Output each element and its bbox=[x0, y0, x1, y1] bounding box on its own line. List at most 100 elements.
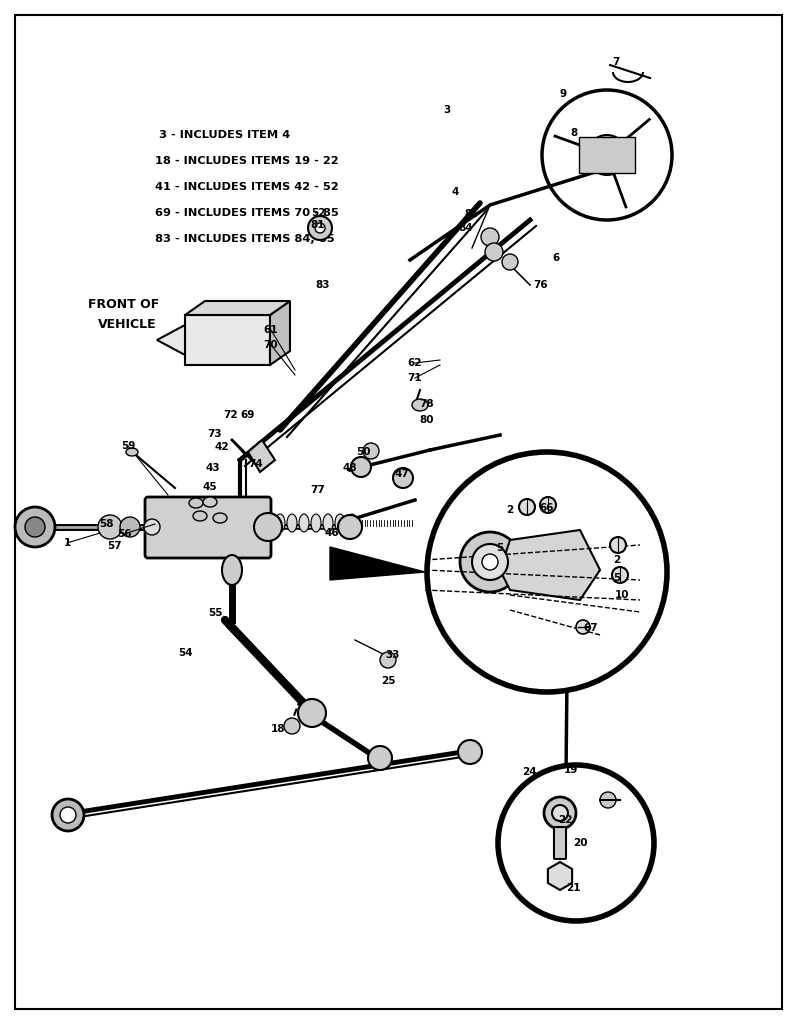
Text: 76: 76 bbox=[534, 280, 548, 290]
Text: 48: 48 bbox=[343, 463, 357, 473]
Circle shape bbox=[460, 532, 520, 592]
Polygon shape bbox=[500, 530, 600, 600]
Polygon shape bbox=[330, 547, 425, 580]
Text: 58: 58 bbox=[99, 519, 113, 529]
Text: 4: 4 bbox=[451, 187, 459, 197]
Text: 41 - INCLUDES ITEMS 42 - 52: 41 - INCLUDES ITEMS 42 - 52 bbox=[155, 182, 339, 193]
Ellipse shape bbox=[263, 514, 273, 532]
Ellipse shape bbox=[203, 497, 217, 507]
Circle shape bbox=[98, 515, 122, 539]
Text: 83: 83 bbox=[316, 280, 330, 290]
Text: 6: 6 bbox=[552, 253, 559, 263]
Text: 5: 5 bbox=[497, 543, 504, 553]
Text: 45: 45 bbox=[202, 482, 218, 492]
Text: 81: 81 bbox=[311, 220, 325, 230]
Text: 78: 78 bbox=[420, 399, 434, 409]
Circle shape bbox=[612, 567, 628, 583]
Text: 20: 20 bbox=[573, 838, 587, 848]
Text: 19: 19 bbox=[563, 765, 578, 775]
Ellipse shape bbox=[222, 555, 242, 585]
Text: 22: 22 bbox=[558, 815, 572, 825]
Text: 83 - INCLUDES ITEMS 84, 85: 83 - INCLUDES ITEMS 84, 85 bbox=[155, 234, 335, 244]
Text: 43: 43 bbox=[206, 463, 220, 473]
Circle shape bbox=[498, 765, 654, 921]
Text: 1: 1 bbox=[64, 538, 71, 548]
Ellipse shape bbox=[189, 498, 203, 508]
Circle shape bbox=[315, 223, 325, 233]
Circle shape bbox=[254, 513, 282, 541]
Text: 33: 33 bbox=[386, 650, 400, 660]
Ellipse shape bbox=[347, 514, 357, 532]
Circle shape bbox=[368, 746, 392, 770]
Circle shape bbox=[519, 499, 535, 515]
Circle shape bbox=[308, 216, 332, 240]
Ellipse shape bbox=[323, 514, 333, 532]
Text: 24: 24 bbox=[522, 767, 536, 777]
Circle shape bbox=[485, 243, 503, 261]
Circle shape bbox=[552, 805, 568, 821]
Text: 18: 18 bbox=[271, 724, 285, 734]
Text: 59: 59 bbox=[121, 441, 135, 451]
Bar bbox=[579, 137, 635, 173]
Text: 3: 3 bbox=[443, 105, 450, 115]
Circle shape bbox=[15, 507, 55, 547]
Circle shape bbox=[587, 135, 627, 175]
Text: 67: 67 bbox=[583, 623, 599, 633]
Text: 80: 80 bbox=[420, 415, 434, 425]
Text: 25: 25 bbox=[381, 676, 395, 686]
Ellipse shape bbox=[335, 514, 345, 532]
Polygon shape bbox=[185, 315, 270, 365]
Text: 10: 10 bbox=[614, 590, 630, 600]
Text: 47: 47 bbox=[395, 469, 410, 479]
Ellipse shape bbox=[311, 514, 321, 532]
Circle shape bbox=[393, 468, 413, 488]
Text: 5: 5 bbox=[614, 573, 621, 583]
Text: 9: 9 bbox=[559, 89, 567, 99]
Text: 55: 55 bbox=[208, 608, 222, 618]
Circle shape bbox=[298, 699, 326, 727]
Circle shape bbox=[472, 544, 508, 580]
Circle shape bbox=[60, 807, 76, 823]
Circle shape bbox=[363, 443, 379, 459]
Text: 73: 73 bbox=[208, 429, 222, 439]
Circle shape bbox=[600, 792, 616, 808]
Circle shape bbox=[427, 452, 667, 692]
Text: 84: 84 bbox=[459, 223, 473, 233]
Text: 85: 85 bbox=[465, 209, 479, 219]
Ellipse shape bbox=[193, 511, 207, 521]
Polygon shape bbox=[248, 440, 275, 472]
Text: 46: 46 bbox=[324, 528, 340, 538]
Polygon shape bbox=[185, 301, 290, 315]
Text: 77: 77 bbox=[311, 485, 325, 495]
Text: 62: 62 bbox=[408, 358, 422, 368]
Circle shape bbox=[144, 519, 160, 535]
Ellipse shape bbox=[275, 514, 285, 532]
Text: 18 - INCLUDES ITEMS 19 - 22: 18 - INCLUDES ITEMS 19 - 22 bbox=[155, 156, 339, 166]
Text: 54: 54 bbox=[179, 648, 194, 658]
Circle shape bbox=[458, 740, 482, 764]
Circle shape bbox=[380, 652, 396, 668]
Text: 7: 7 bbox=[612, 57, 620, 67]
Text: 69: 69 bbox=[241, 410, 255, 420]
FancyBboxPatch shape bbox=[554, 827, 566, 859]
Text: 71: 71 bbox=[408, 373, 422, 383]
Circle shape bbox=[482, 554, 498, 570]
Ellipse shape bbox=[287, 514, 297, 532]
Circle shape bbox=[120, 517, 140, 537]
Ellipse shape bbox=[412, 399, 428, 411]
Text: 2: 2 bbox=[506, 505, 513, 515]
Text: 8: 8 bbox=[571, 128, 578, 138]
Circle shape bbox=[544, 797, 576, 829]
Text: 74: 74 bbox=[249, 459, 263, 469]
Circle shape bbox=[52, 799, 84, 831]
Polygon shape bbox=[157, 325, 185, 355]
Text: 57: 57 bbox=[108, 541, 122, 551]
Ellipse shape bbox=[213, 513, 227, 523]
Circle shape bbox=[576, 620, 590, 634]
Text: 21: 21 bbox=[566, 883, 580, 893]
Text: 3 - INCLUDES ITEM 4: 3 - INCLUDES ITEM 4 bbox=[155, 130, 290, 140]
Text: 66: 66 bbox=[540, 503, 554, 513]
Circle shape bbox=[610, 537, 626, 553]
Text: 61: 61 bbox=[264, 325, 278, 335]
Text: 56: 56 bbox=[116, 529, 132, 539]
